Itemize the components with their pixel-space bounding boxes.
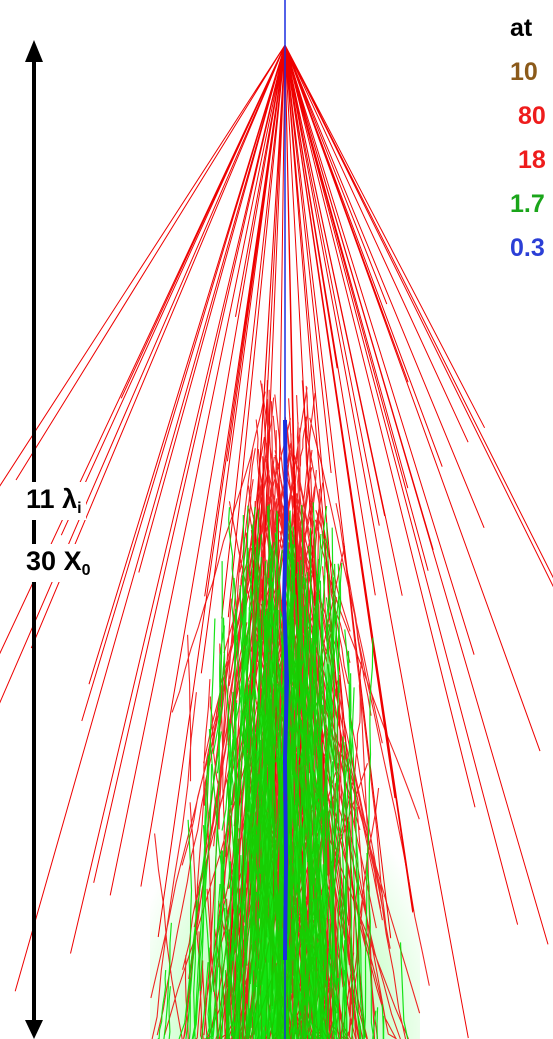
- core-track: [281, 419, 290, 961]
- electromagnetic-tracks: [157, 502, 409, 1039]
- interaction-length-label: 11 λi: [22, 482, 86, 520]
- legend-line-1: 10: [510, 58, 538, 86]
- x0-count: 30: [26, 546, 57, 576]
- legend-header: at: [510, 14, 533, 42]
- lambda-symbol: λ: [62, 484, 78, 514]
- lambda-subscript: i: [77, 500, 82, 517]
- x0-symbol: X: [63, 546, 82, 576]
- radiation-length-label: 30 X0: [22, 544, 95, 582]
- legend-line-4: 1.7: [510, 190, 545, 218]
- legend-line-5: 0.3: [510, 234, 545, 262]
- lambda-count: 11: [26, 484, 55, 514]
- legend-line-2: 80: [518, 102, 546, 130]
- legend-line-3: 18: [518, 146, 546, 174]
- x0-subscript: 0: [81, 562, 91, 579]
- depth-arrow: [25, 40, 43, 1039]
- green-tracks-bundle: [157, 502, 409, 1039]
